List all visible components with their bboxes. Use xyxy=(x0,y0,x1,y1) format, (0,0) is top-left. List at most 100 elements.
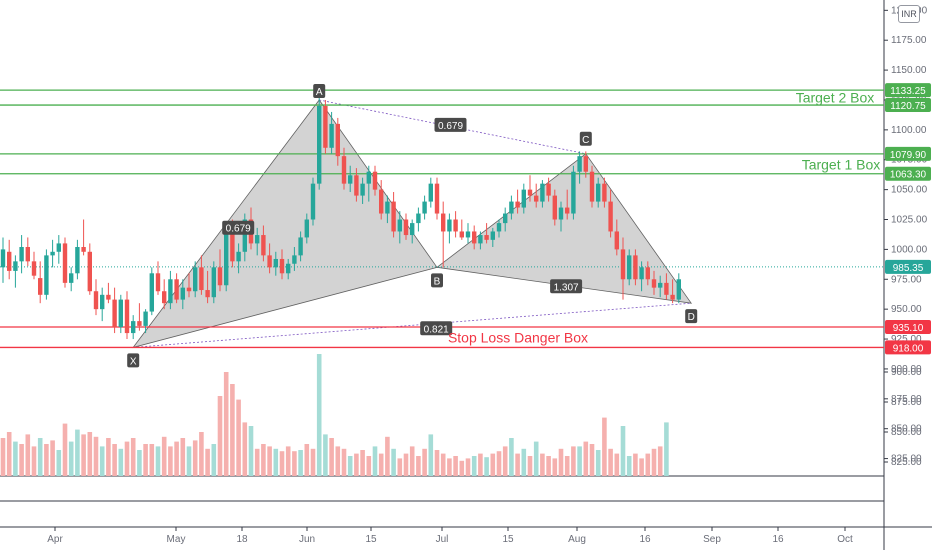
volume-bar xyxy=(633,453,638,476)
candle xyxy=(670,279,675,304)
volume-bar xyxy=(93,436,99,476)
ratio-label-bg xyxy=(420,321,453,336)
price-tag-bg xyxy=(885,340,931,355)
pattern-ratio-line-xd xyxy=(133,302,692,348)
price-tick-label: 1100.00 xyxy=(891,125,927,136)
volume-bar xyxy=(490,453,496,476)
volume-bar xyxy=(391,448,396,476)
candle-body xyxy=(664,282,669,295)
candle-body xyxy=(416,213,421,224)
candle xyxy=(137,303,142,331)
candle-body xyxy=(143,311,148,326)
candle xyxy=(143,309,148,334)
candle-body xyxy=(645,267,650,280)
candle xyxy=(298,231,303,262)
volume-bar xyxy=(0,438,6,476)
candle-body xyxy=(552,195,557,220)
candle xyxy=(478,231,483,250)
volume-bar xyxy=(459,460,465,476)
price-tick-label: 1025.00 xyxy=(891,215,928,226)
candle xyxy=(13,255,18,288)
volume-bar xyxy=(161,436,167,476)
candle xyxy=(571,165,576,220)
candle xyxy=(205,270,210,304)
candle xyxy=(366,165,371,202)
volume-bar xyxy=(310,448,316,476)
volume-bar xyxy=(552,458,558,476)
volume-bar xyxy=(558,448,564,476)
volume-bar xyxy=(360,450,365,476)
currency-badge[interactable]: INR xyxy=(898,5,920,23)
candle-body xyxy=(13,261,18,271)
candle xyxy=(19,235,24,274)
candle-body xyxy=(230,231,235,262)
candle xyxy=(81,219,86,256)
candle-body xyxy=(391,201,396,232)
candle xyxy=(69,267,74,292)
volume-bar xyxy=(366,456,372,476)
volume-bar xyxy=(130,438,136,476)
volume-bar xyxy=(285,446,291,476)
candle-body xyxy=(199,267,204,291)
candle xyxy=(199,255,204,295)
candle-body xyxy=(19,247,24,262)
volume-bar xyxy=(137,450,142,476)
candle xyxy=(472,225,477,250)
volume-bar xyxy=(223,372,229,476)
volume-bar xyxy=(106,438,111,476)
candle xyxy=(589,165,595,208)
candle-body xyxy=(236,251,241,262)
candle-body xyxy=(546,183,551,196)
candle xyxy=(286,258,291,280)
candle-body xyxy=(651,279,657,288)
time-tick-label: Oct xyxy=(837,534,853,545)
candle xyxy=(75,239,80,280)
price-tag-label: 918.00 xyxy=(893,343,924,354)
volume-bar xyxy=(465,458,471,476)
candle-body xyxy=(428,183,433,202)
candle-body xyxy=(25,247,30,262)
candle-body xyxy=(273,258,278,268)
candle-body xyxy=(118,299,123,328)
candle xyxy=(261,225,266,262)
pivot-label-bg xyxy=(579,131,592,146)
candle-body xyxy=(323,105,328,148)
candle xyxy=(410,219,415,244)
price-tag-bg xyxy=(885,146,931,161)
candle-body xyxy=(304,219,309,238)
candle-body xyxy=(81,247,86,252)
candle xyxy=(676,273,681,304)
volume-bar xyxy=(75,429,80,476)
candle xyxy=(193,261,198,298)
candle-body xyxy=(515,201,520,208)
volume-bar xyxy=(602,417,607,476)
volume-bar xyxy=(323,434,328,476)
candle xyxy=(56,235,61,264)
candle-body xyxy=(670,294,675,300)
candle-body xyxy=(267,255,272,268)
volume-bar xyxy=(589,444,595,476)
volume-bar xyxy=(37,438,43,476)
volume-bar xyxy=(533,441,539,476)
candle xyxy=(217,249,223,292)
candle-body xyxy=(180,287,185,300)
volume-bar xyxy=(267,446,272,476)
candle xyxy=(267,243,272,274)
volume-bar xyxy=(329,438,334,476)
candle xyxy=(304,213,309,244)
volume-bar xyxy=(304,444,310,476)
price-tick-label: 1150.00 xyxy=(891,65,927,76)
candle-body xyxy=(193,267,198,292)
candle xyxy=(434,177,440,220)
candle-body xyxy=(168,279,173,304)
volume-bar xyxy=(236,399,241,476)
volume-bar xyxy=(583,441,589,476)
volume-bar xyxy=(25,434,31,476)
volume-bar xyxy=(428,434,434,476)
ratio-label-bg xyxy=(222,220,255,235)
time-tick-label: Apr xyxy=(47,534,63,545)
candle-body xyxy=(131,321,136,334)
volume-bar xyxy=(546,456,551,476)
volume-bar xyxy=(99,446,105,476)
